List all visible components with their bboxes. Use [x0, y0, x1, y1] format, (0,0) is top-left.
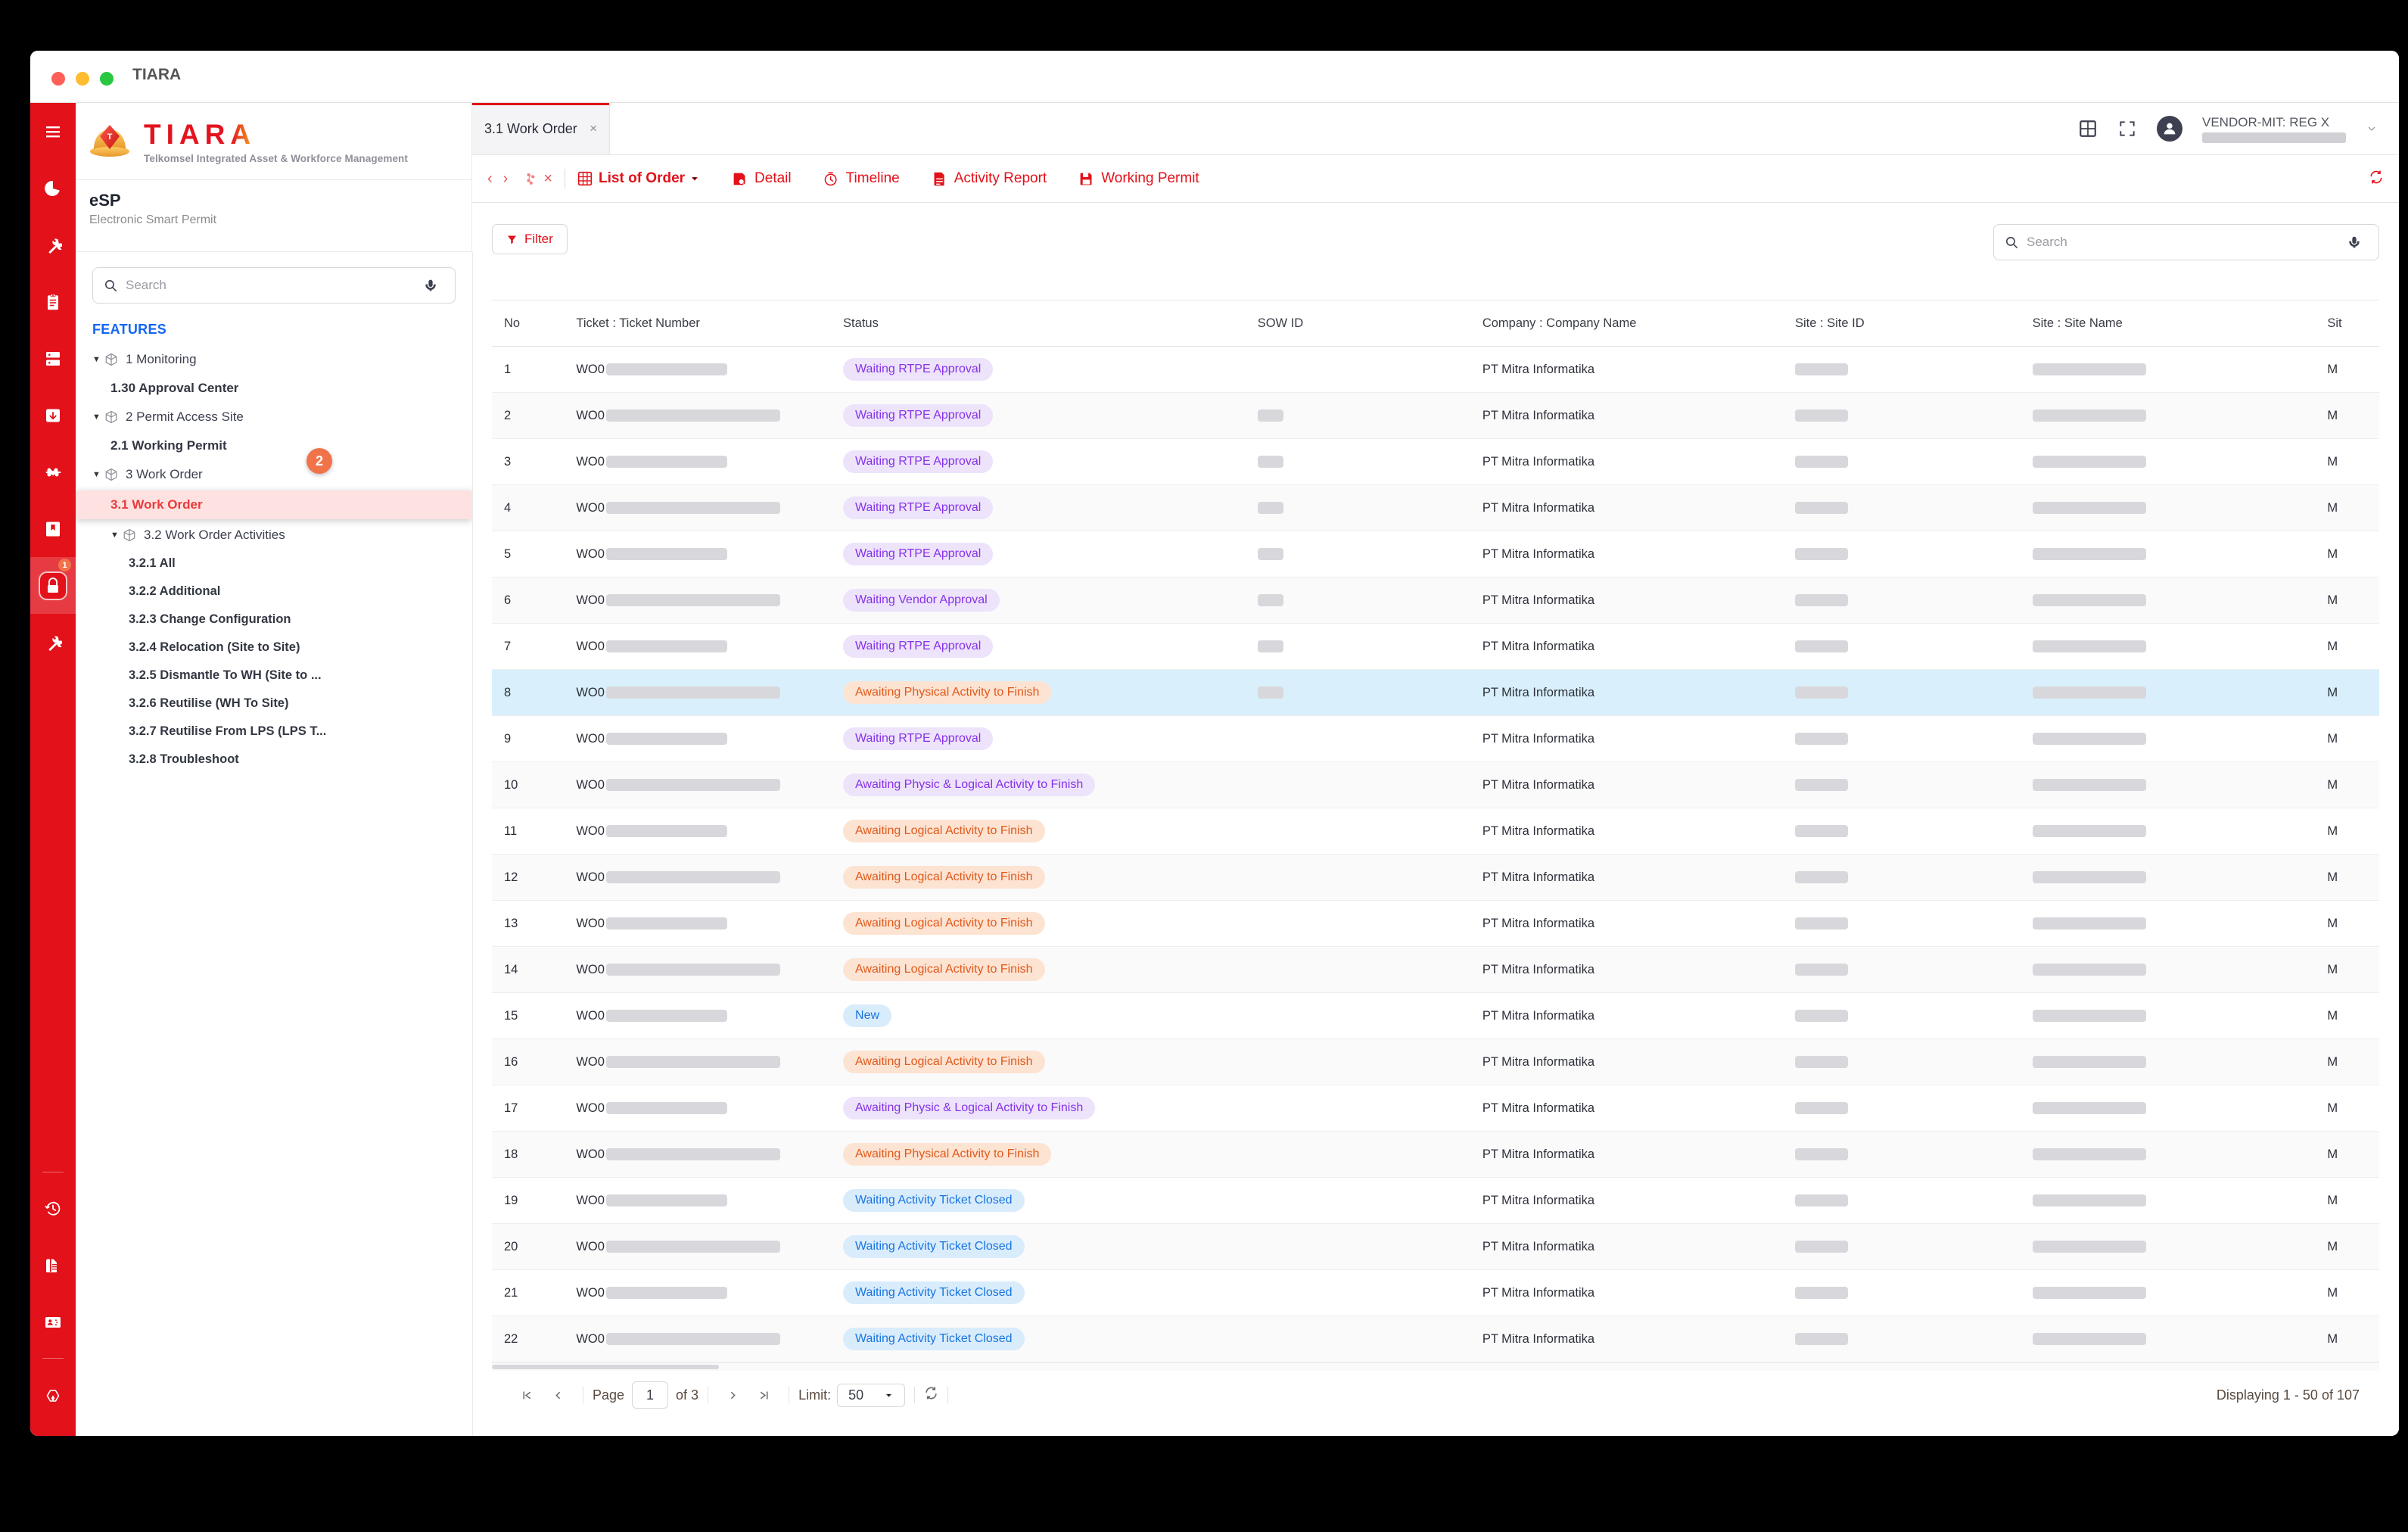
svg-text:T: T — [107, 132, 113, 142]
